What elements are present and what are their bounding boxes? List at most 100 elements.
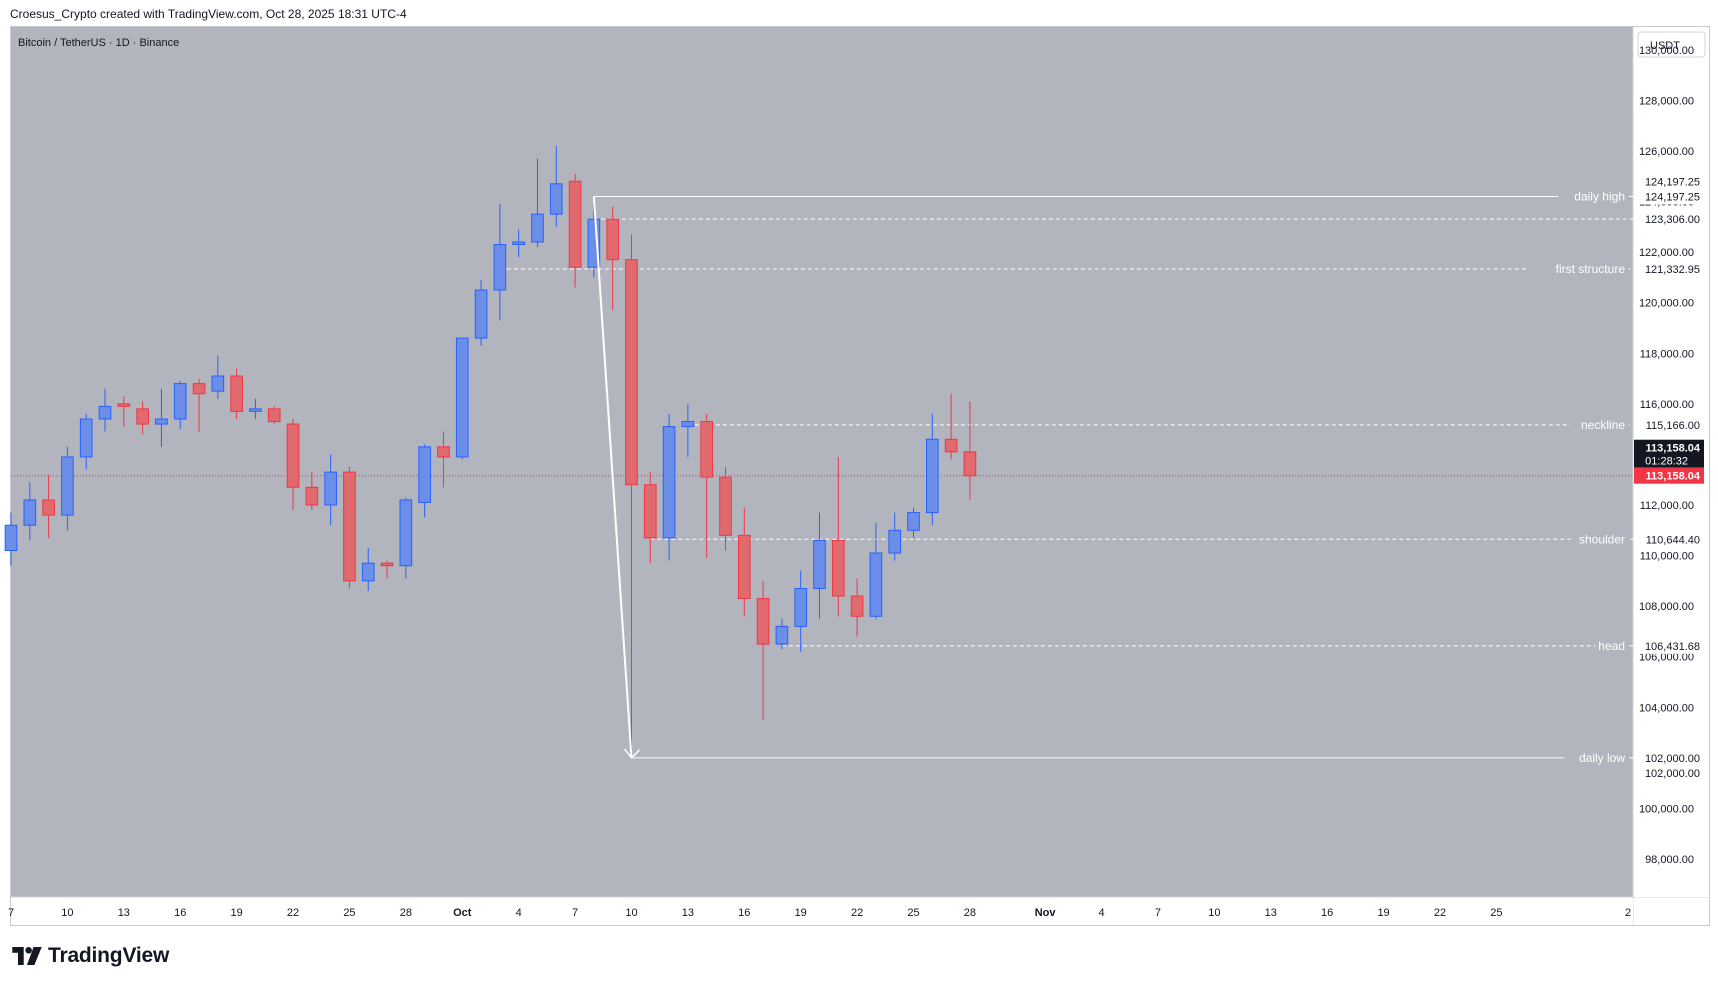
candle[interactable]: [700, 413, 714, 559]
candle-body: [775, 625, 789, 645]
candle[interactable]: [324, 454, 337, 526]
level-price-chip[interactable]: [1634, 749, 1704, 766]
time-axis-bg[interactable]: [11, 898, 1633, 924]
candle[interactable]: [42, 474, 55, 538]
candle[interactable]: [643, 472, 657, 564]
candle[interactable]: [831, 456, 845, 617]
candle-body: [155, 418, 168, 425]
time-tick-label: 10: [61, 907, 73, 919]
candle-body: [512, 241, 525, 246]
time-tick-label: 13: [682, 907, 694, 919]
candle[interactable]: [267, 406, 281, 425]
candle-body: [79, 418, 93, 458]
level-price-chip[interactable]: [1634, 416, 1704, 433]
price-tick-label: 130,000.00: [1639, 45, 1694, 57]
candle-body: [587, 218, 601, 268]
candle[interactable]: [4, 512, 18, 566]
candle[interactable]: [963, 401, 977, 500]
candle-body: [361, 562, 375, 582]
candle[interactable]: [625, 234, 638, 758]
level-price-chip-text: 123,306.00: [1645, 214, 1700, 226]
candle-body: [98, 405, 112, 420]
candle-body: [249, 408, 262, 412]
candle[interactable]: [286, 419, 300, 511]
candle[interactable]: [775, 618, 789, 650]
candle-body: [606, 218, 620, 261]
candle[interactable]: [211, 355, 225, 399]
candle[interactable]: [531, 158, 544, 248]
candle-body: [324, 471, 337, 506]
candle[interactable]: [361, 547, 375, 591]
level-label: head: [1598, 639, 1625, 653]
current-price-chip[interactable]: [1634, 467, 1704, 484]
candle-body: [869, 552, 883, 617]
candle[interactable]: [230, 368, 243, 420]
level-price-chip[interactable]: [1634, 211, 1704, 228]
currency-button[interactable]: USDT: [1637, 31, 1706, 58]
candle-body: [888, 529, 902, 554]
current-price-black-chip[interactable]: [1634, 439, 1704, 468]
candle[interactable]: [343, 467, 356, 589]
candle[interactable]: [380, 560, 394, 579]
price-tick-label: 110,000.00: [1640, 551, 1694, 563]
chart-frame: [10, 26, 1710, 926]
level-price-chip[interactable]: [1634, 531, 1704, 548]
candle[interactable]: [23, 482, 37, 541]
time-tick-label: 25: [1490, 907, 1502, 919]
candle[interactable]: [662, 413, 676, 561]
candle[interactable]: [136, 401, 149, 435]
candle[interactable]: [756, 580, 770, 720]
candle[interactable]: [888, 512, 902, 561]
candle[interactable]: [606, 206, 620, 311]
candle[interactable]: [737, 507, 751, 617]
level-price-chip[interactable]: [1634, 188, 1704, 205]
price-tick-label: 112,000.00: [1640, 500, 1694, 512]
candle[interactable]: [719, 467, 732, 551]
candle[interactable]: [813, 512, 826, 619]
time-tick-label: 16: [738, 907, 750, 919]
tradingview-logo[interactable]: TradingView: [12, 942, 169, 970]
candle[interactable]: [305, 472, 319, 511]
candle[interactable]: [455, 337, 469, 460]
candle[interactable]: [399, 497, 413, 579]
candle[interactable]: [850, 578, 864, 637]
candle[interactable]: [249, 398, 262, 420]
candle[interactable]: [493, 204, 507, 321]
candle[interactable]: [117, 396, 131, 427]
candle[interactable]: [79, 413, 93, 470]
candle-body: [625, 259, 638, 486]
brand-name: TradingView: [48, 944, 170, 967]
candle[interactable]: [173, 381, 187, 430]
candle[interactable]: [512, 229, 525, 258]
time-tick-label: 10: [625, 907, 637, 919]
candle[interactable]: [925, 413, 939, 526]
candle[interactable]: [418, 444, 431, 518]
time-tick-label: 19: [231, 907, 243, 919]
candle[interactable]: [61, 446, 74, 531]
candle[interactable]: [907, 507, 920, 538]
candle[interactable]: [474, 279, 488, 346]
candle[interactable]: [587, 198, 601, 278]
candle-body: [831, 539, 845, 597]
level-label-bg: [1558, 188, 1629, 205]
drawn-arrow-line[interactable]: [592, 196, 633, 758]
candle[interactable]: [437, 431, 450, 488]
candle[interactable]: [192, 378, 206, 432]
candle[interactable]: [869, 522, 883, 619]
candle[interactable]: [568, 173, 582, 288]
level-price-chip[interactable]: [1634, 637, 1704, 654]
level-price-chip[interactable]: [1634, 260, 1704, 277]
candle[interactable]: [549, 145, 563, 227]
plot-area[interactable]: [11, 27, 1633, 897]
candle[interactable]: [98, 388, 112, 432]
candle[interactable]: [794, 570, 808, 652]
candle[interactable]: [681, 403, 695, 457]
candle-body: [681, 421, 695, 428]
candle[interactable]: [155, 388, 168, 447]
level-price-chip-text: 102,000.00: [1645, 753, 1700, 765]
candle[interactable]: [944, 393, 958, 460]
drawn-arrow-head: [623, 748, 641, 760]
extra-price-chip[interactable]: [1634, 764, 1704, 781]
extra-price-chip[interactable]: [1634, 173, 1704, 190]
